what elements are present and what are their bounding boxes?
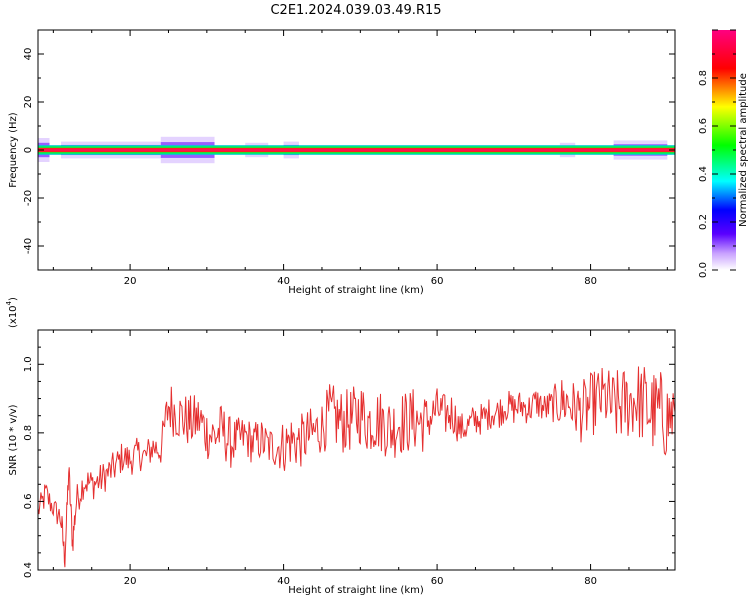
spectrogram-x-label: Height of straight line (km) — [288, 285, 424, 296]
snr-x-tick-label: 80 — [584, 576, 597, 587]
colorbar-tick-label: 0.6 — [698, 118, 709, 134]
snr-y-tick-label: 0.6 — [23, 493, 34, 509]
spectrogram-panel: 20 40 60 80 -40 -20 0 20 40 Height of straight l… — [8, 29, 676, 296]
snr-frame — [37, 329, 676, 571]
spectrogram-y-tick-label: 0 — [23, 147, 34, 153]
spectrogram-x-tick-label: 80 — [584, 276, 597, 287]
snr-y-label: SNR (10 * v/v) — [8, 404, 19, 475]
snr-scale-exp: 4 — [5, 300, 13, 305]
snr-y-tick-label: 0.8 — [23, 425, 34, 441]
colorbar-tick-label: 0.8 — [698, 70, 709, 86]
spectrogram-y-tick-label: -20 — [23, 190, 34, 206]
spectrogram-marks — [38, 136, 675, 164]
spectrogram-x-tick-label: 40 — [277, 276, 290, 287]
spectrogram-x-tick-label: 20 — [124, 276, 137, 287]
snr-ticks: 20 40 60 80 0.4 0.6 0.8 1.0 — [23, 329, 675, 587]
snr-y-tick-label: 1.0 — [23, 356, 34, 372]
spectrogram-frame — [37, 29, 676, 271]
colorbar-tick-label: 0.0 — [698, 262, 709, 278]
colorbar-tick-label: 0.2 — [698, 214, 709, 230]
snr-x-tick-label: 60 — [431, 576, 444, 587]
colorbar-label: Normalized spectral amplitude — [738, 73, 749, 227]
snr-panel: 20 40 60 80 0.4 0.6 0.8 1.0 Height of straight … — [5, 297, 676, 596]
snr-y-tick-label: 0.4 — [23, 562, 34, 578]
spectrogram-y-label: Frequency (Hz) — [8, 112, 19, 188]
snr-series-line — [38, 366, 675, 568]
colorbar-gradient — [712, 30, 736, 270]
spectrogram-y-tick-label: -40 — [23, 238, 34, 254]
svg-text:(x104): (x104) — [5, 297, 19, 328]
colorbar-ticks: 0.0 0.2 0.4 0.6 0.8 — [698, 29, 736, 278]
snr-x-tick-label: 20 — [124, 576, 137, 587]
snr-x-label: Height of straight line (km) — [288, 585, 424, 596]
spectrogram-y-tick-label: 40 — [23, 48, 34, 61]
snr-x-tick-label: 40 — [277, 576, 290, 587]
spectrogram-y-tick-label: 20 — [23, 96, 34, 109]
snr-scale-close: ) — [8, 297, 19, 301]
snr-scale-text: (x10 — [8, 305, 19, 328]
snr-scale-label: (x104) — [5, 297, 19, 328]
spectrogram-x-tick-label: 60 — [431, 276, 444, 287]
spectrogram-ticks: 20 40 60 80 -40 -20 0 20 40 — [23, 29, 675, 287]
colorbar-tick-label: 0.4 — [698, 166, 709, 182]
colorbar: 0.0 0.2 0.4 0.6 0.8 Normalized spectral ampl… — [698, 29, 749, 278]
chart-title: C2E1.2024.039.03.49.R15 — [270, 3, 441, 18]
